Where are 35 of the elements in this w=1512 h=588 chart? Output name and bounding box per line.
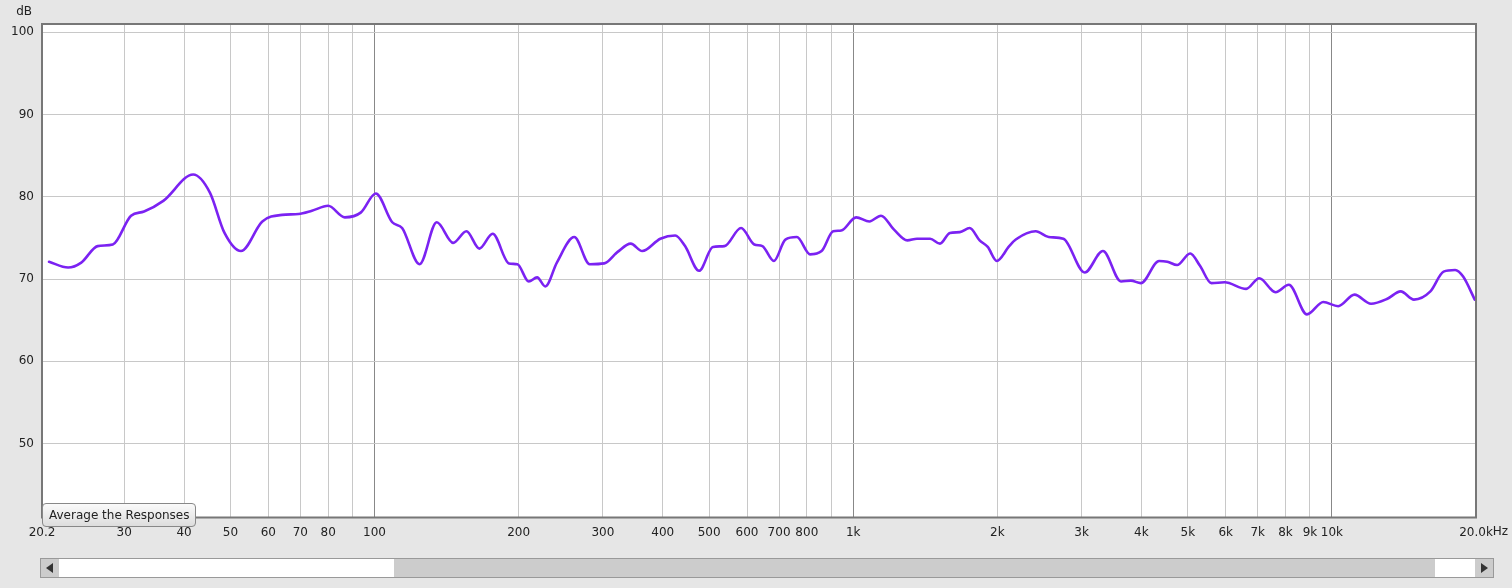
y-tick-label: 90: [18, 106, 34, 121]
y-tick-label: 80: [18, 188, 34, 203]
x-tick-label: 800: [795, 524, 819, 539]
x-tick-label: 400: [651, 524, 675, 539]
x-tick-label: 9k: [1302, 524, 1318, 539]
y-tick-label: 50: [18, 435, 34, 450]
x-tick-label: 100: [363, 524, 386, 539]
y-tick-label: 70: [18, 271, 34, 286]
x-tick-label: 300: [591, 524, 615, 539]
x-tick-label: 60: [260, 524, 276, 539]
x-tick-label: 20.0k: [1459, 524, 1493, 539]
x-tick-label: 500: [697, 524, 721, 539]
x-tick-label: 7k: [1250, 524, 1266, 539]
y-tick-label: 100: [11, 24, 34, 39]
annotation: Average the Responses: [49, 508, 190, 522]
x-tick-label: 5k: [1180, 524, 1196, 539]
x-tick-label: 200: [507, 524, 531, 539]
x-tick-label: 40: [176, 524, 192, 539]
x-tick-label: 80: [320, 524, 336, 539]
x-tick-label: 8k: [1278, 524, 1293, 539]
x-axis-title: Hz: [1492, 523, 1509, 538]
y-axis-title: dB: [16, 4, 32, 19]
x-tick-label: 70: [292, 524, 309, 539]
x-tick-label: 1k: [845, 524, 861, 539]
x-tick-label: 50: [222, 524, 239, 539]
x-tick-label: 4k: [1134, 524, 1149, 539]
y-tick-label: 60: [18, 353, 34, 368]
x-tick-label: 3k: [1074, 524, 1089, 539]
x-tick-label: 2k: [990, 524, 1005, 539]
x-tick-label: 10k: [1320, 524, 1344, 539]
x-tick-label: 600: [735, 524, 759, 539]
x-tick-label: 20.2: [28, 524, 56, 539]
x-tick-label: 700: [767, 524, 791, 539]
x-tick-label: 6k: [1218, 524, 1234, 539]
x-tick-label: 30: [116, 524, 132, 539]
